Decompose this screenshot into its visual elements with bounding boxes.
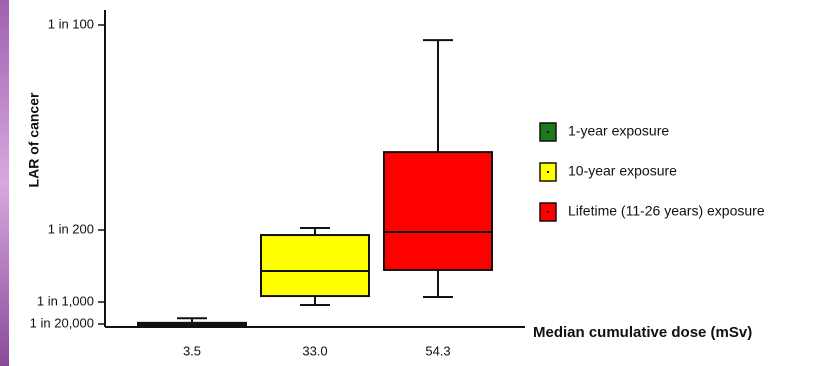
legend-label: 10-year exposure [568, 163, 677, 179]
y-tick-label: 1 in 1,000 [37, 293, 94, 308]
legend-dot [547, 131, 549, 133]
legend-label: 1-year exposure [568, 123, 669, 139]
decor-strip [0, 0, 9, 366]
y-tick-label: 1 in 200 [48, 221, 94, 236]
y-axis-label: LAR of cancer [26, 92, 42, 187]
y-tick-label: 1 in 100 [48, 16, 94, 31]
x-tick-label: 54.3 [425, 343, 450, 358]
chart: LAR of cancer Median cumulative dose (mS… [0, 0, 827, 366]
legend-dot [547, 171, 549, 173]
legend-dot [547, 211, 549, 213]
x-axis-label: Median cumulative dose (mSv) [533, 324, 752, 341]
x-tick-label: 3.5 [183, 343, 201, 358]
y-tick-label: 1 in 20,000 [30, 315, 94, 330]
legend-label: Lifetime (11-26 years) exposure [568, 203, 765, 219]
box [384, 152, 492, 270]
page: LAR of cancer Median cumulative dose (mS… [0, 0, 827, 366]
box [261, 235, 369, 296]
x-tick-label: 33.0 [302, 343, 327, 358]
